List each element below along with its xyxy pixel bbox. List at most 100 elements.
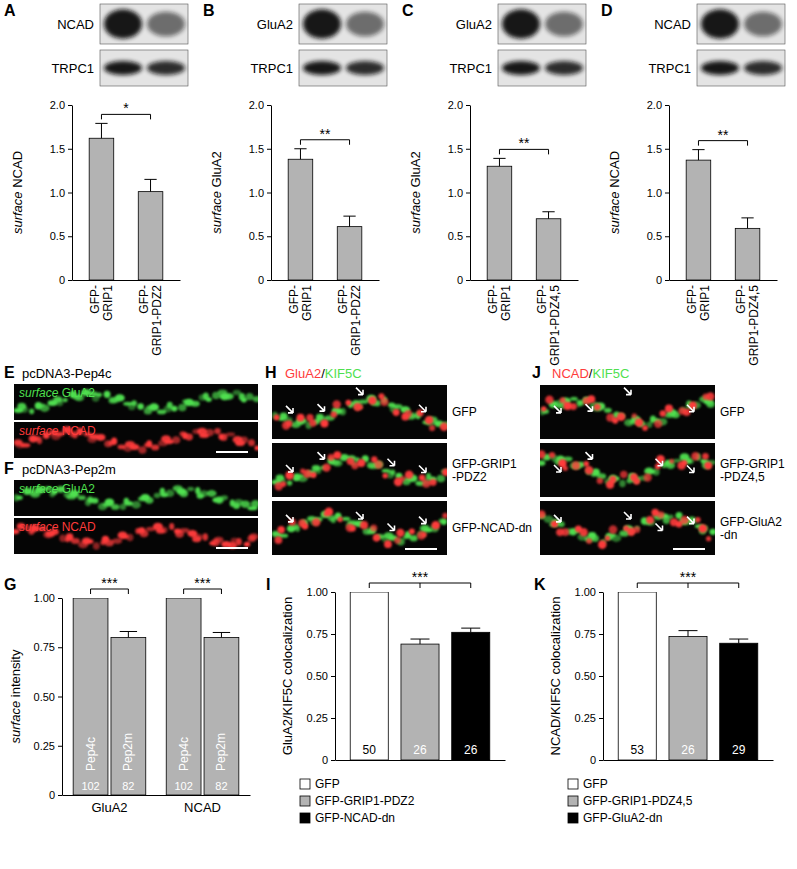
punctum [422,532,427,537]
punctum [384,540,392,548]
arrow [624,388,631,395]
blot-frame [697,50,785,86]
axis-line [335,593,336,761]
strip-label: GFP [452,405,477,419]
punctum [540,450,545,458]
punctum [333,451,341,459]
x-tick: GFP-GRIP1-PDZ4,5 [734,280,761,366]
marks [686,150,760,280]
signal-spot [287,480,293,485]
signal-spot [240,500,250,507]
marks [73,598,239,795]
signal-spot [154,493,161,499]
micrograph-title: pcDNA3-Pep2m [22,462,116,477]
signal-spot [214,428,221,434]
n-label: 102 [81,780,99,792]
blot-label: TRPC1 [648,61,691,76]
y-tick: 1.5 [50,143,72,155]
signal-spot [93,542,100,550]
punctum [540,510,545,518]
y-tick-mark [466,193,470,194]
legend-swatch [300,796,310,806]
x-tick-label: GFP-GRIP1-PDZ4,5 [734,285,761,366]
strip-label: GFP-GRIP1-PDZ2 [452,457,517,485]
signal-spot [253,396,258,402]
scale-bar [216,451,248,453]
punctum [644,473,652,481]
blot-band [701,9,739,38]
signal-spot [71,538,80,544]
chart-g: 00.250.500.751.00surface intensity102Pep… [8,575,251,815]
blot-band [744,12,782,37]
signal-spot [111,437,117,445]
signal-spot [96,434,105,441]
punctum [654,420,662,428]
y-axis: 00.51.01.52.0 [448,99,471,286]
x-tick-label: GFP-GRIP1 [685,285,712,321]
arrow [286,406,293,413]
punctum [337,517,342,522]
chart-b: 00.51.01.52.0surface GluA2GFP-GRIP1GFP-G… [209,99,380,356]
n-label: 82 [215,780,227,792]
blot-frame [299,50,387,86]
punctum [702,453,709,460]
blot-frame [498,4,586,44]
signal-spot [342,517,351,521]
legend-swatch [568,813,578,823]
y-tick-mark [665,149,669,150]
signal-spot [441,518,447,525]
punctum [669,459,674,464]
y-tick: 0.5 [448,230,470,242]
series-label: Pep4c [177,737,191,771]
blot-label: TRPC1 [250,61,293,76]
micrograph-puncta [540,509,711,549]
bar [735,228,760,280]
error-bar [120,631,137,637]
y-axis-title: GluA2/KIF5C colocalization [280,597,295,755]
punctum [429,425,435,431]
punctum [545,396,554,405]
signal-spot [132,501,141,509]
arrow [656,459,663,466]
punctum [646,516,654,524]
error-bar-cap [493,158,505,159]
marks [350,592,490,760]
y-tick-mark [466,105,470,106]
micrograph-background [272,385,447,439]
legend-label: GFP-GRIP1-PDZ4,5 [583,794,693,808]
micrograph-h: GluA2/KIF5CGFPGFP-GRIP1-PDZ2GFP-NCAD-dn [272,366,532,555]
blot-band [104,9,142,38]
micrograph-signal [540,512,715,544]
bar [536,219,561,280]
y-tick: 0.5 [647,230,669,242]
signal-spot [333,460,343,467]
y-tick: 1.5 [647,143,669,155]
signal-spot [214,537,224,543]
punctum [320,420,328,428]
arrow [554,515,561,522]
error-bar-stem [101,123,102,138]
x-axis: GFP-GRIP1GFP-GRIP1-PDZ2 [272,280,380,356]
micrograph-title: NCAD/KIF5C [552,366,629,381]
y-tick-mark [68,149,72,150]
bar [166,598,201,795]
signal-spot [130,444,140,450]
y-tick-label: 1.5 [50,143,65,155]
arrow [286,465,293,472]
signal-spot [203,533,208,540]
signal-spot [104,391,111,398]
y-axis-title: surface GluA2 [408,151,423,233]
x-tick: GFP-GRIP1 [88,280,115,321]
blot-band [744,61,782,75]
micrograph-puncta [275,451,447,490]
y-tick-label: 2.0 [249,99,264,111]
signal-spot [160,527,167,534]
punctum [585,466,593,474]
y-tick: 2.0 [50,99,72,111]
micrograph-background [14,480,258,516]
y-tick-mark [466,236,470,237]
y-tick: 0.50 [307,670,335,682]
y-tick: 0.75 [34,641,62,653]
signal-spot [224,393,234,400]
arrow [388,459,395,466]
